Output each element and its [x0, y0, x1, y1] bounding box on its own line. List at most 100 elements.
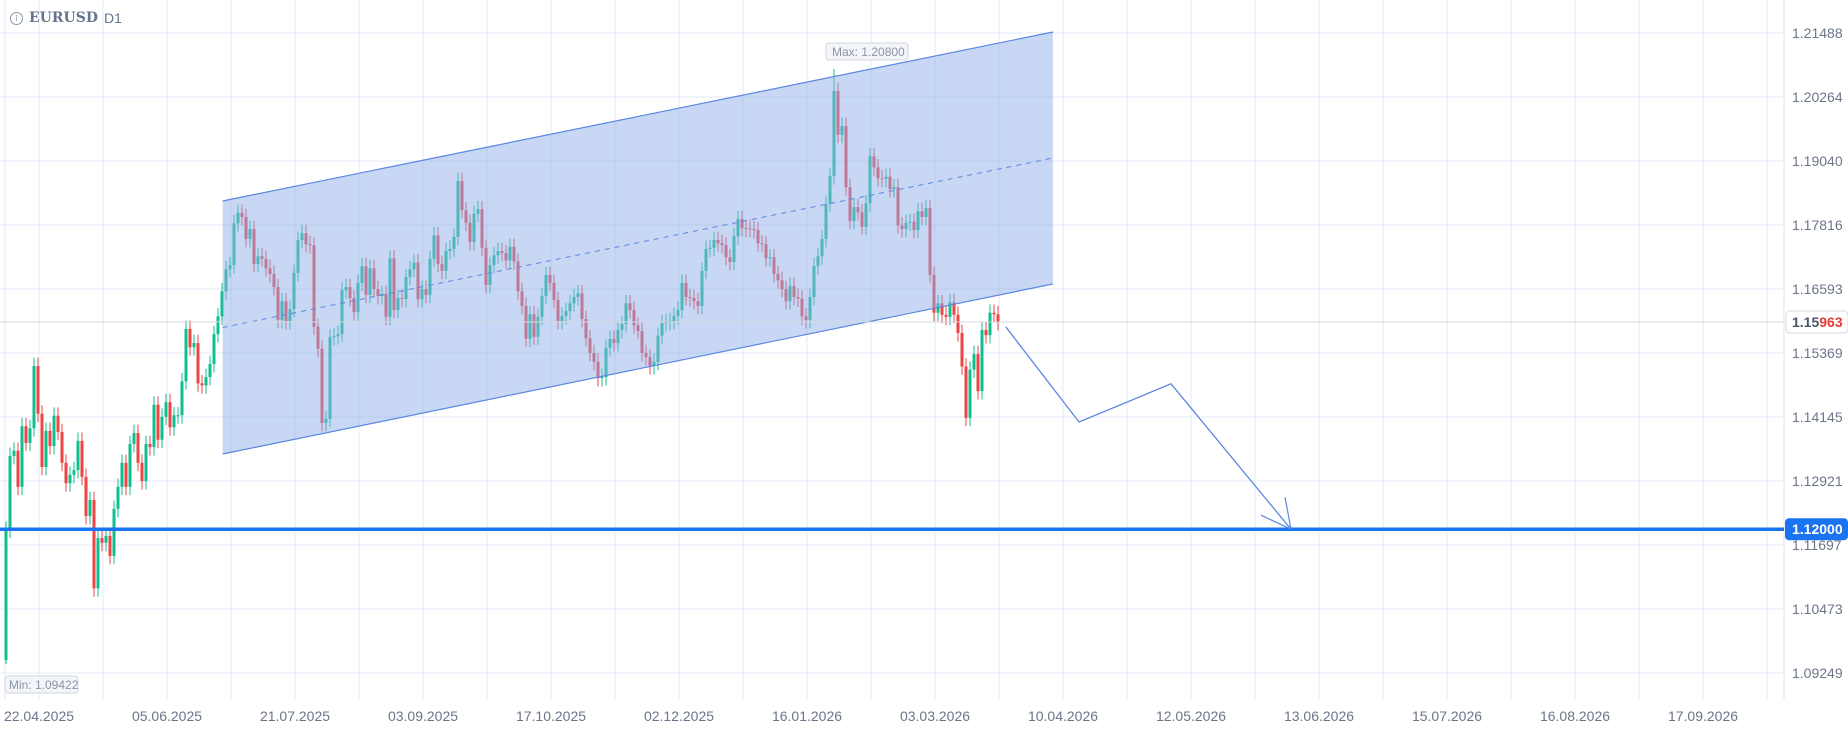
candle-down [944, 314, 948, 317]
date-tick-label: 22.04.2025 [4, 708, 74, 724]
candle-down [960, 333, 964, 367]
date-tick-label: 02.12.2025 [644, 708, 714, 724]
candle-down [168, 402, 172, 428]
date-tick-label: 17.09.2026 [1668, 708, 1738, 724]
candle-up [220, 291, 224, 317]
candle-up [52, 415, 56, 447]
max-label-box [825, 42, 909, 61]
candle-up [144, 443, 148, 482]
candle-up [72, 470, 76, 475]
candle-down [48, 430, 52, 447]
overlays: Max: 1.20800 Min: 1.09422 [0, 42, 1784, 694]
arrow-head-icon [1284, 497, 1292, 530]
price-tick-label: 1.12921 [1792, 473, 1843, 489]
price-tick-label: 1.10473 [1792, 601, 1843, 617]
date-tick-label: 16.01.2026 [772, 708, 842, 724]
price-tick-label: 1.20264 [1792, 89, 1843, 105]
candle-up [164, 402, 168, 417]
price-tick-label: 1.16593 [1792, 281, 1843, 297]
candle-up [968, 369, 972, 418]
candle-down [148, 443, 152, 448]
candle-up [160, 416, 164, 440]
candle-up [980, 329, 984, 392]
date-tick-label: 21.07.2025 [260, 708, 330, 724]
last-price-label: 1.15963 [1792, 314, 1843, 330]
candle-down [24, 426, 28, 443]
candle-down [996, 314, 1000, 323]
candle-down [136, 432, 140, 463]
symbol-name: EURUSD [29, 10, 98, 26]
candle-down [156, 404, 160, 440]
candle-down [108, 536, 112, 556]
chart-header: i EURUSD D1 [10, 10, 122, 26]
candle-up [32, 366, 36, 429]
candle-down [940, 303, 944, 315]
candle-up [172, 415, 176, 428]
candle-up [68, 474, 72, 484]
candle-down [976, 354, 980, 392]
date-tick-label: 13.06.2026 [1284, 708, 1354, 724]
candle-up [104, 536, 108, 543]
candle-down [16, 450, 20, 487]
candle-up [88, 499, 92, 517]
channel-upper-line [222, 31, 1054, 202]
candle-up [20, 426, 24, 487]
candle-up [988, 312, 992, 336]
candle-down [64, 462, 68, 484]
candle-up [76, 440, 80, 471]
candle-up [152, 404, 156, 448]
candle-down [56, 415, 60, 432]
candle-down [92, 499, 96, 589]
candle-down [188, 328, 192, 348]
channel-mid-line [222, 157, 1053, 328]
candle-up [120, 462, 124, 487]
channel-lower-line [222, 283, 1054, 455]
forecast-path [1005, 326, 1292, 530]
min-label: Min: 1.09422 [9, 678, 79, 692]
candle-up [184, 328, 188, 382]
candle-down [36, 366, 40, 414]
candle-up [28, 428, 32, 443]
candle-up [132, 432, 136, 444]
candle-down [984, 329, 988, 336]
candle-down [952, 302, 956, 315]
candle-up [192, 343, 196, 348]
candle-up [204, 377, 208, 386]
candle-down [140, 462, 144, 482]
candle-down [200, 383, 204, 386]
price-tick-label: 1.17816 [1792, 217, 1843, 233]
price-tick-label: 1.14145 [1792, 409, 1843, 425]
candle-down [964, 366, 968, 418]
min-label-box [4, 675, 79, 694]
candle-up [4, 529, 8, 660]
price-tick-label: 1.09249 [1792, 665, 1843, 681]
candle-up [176, 415, 180, 417]
price-tick-label: 1.21488 [1792, 25, 1843, 41]
candle-up [112, 508, 116, 556]
price-tick-label: 1.15369 [1792, 345, 1843, 361]
candle-down [992, 312, 996, 315]
regression-channel[interactable] [222, 31, 1054, 455]
date-tick-label: 12.05.2026 [1156, 708, 1226, 724]
candle-down [196, 343, 200, 384]
candle-up [44, 430, 48, 467]
candle-up [180, 381, 184, 416]
candle-up [972, 354, 976, 370]
timeframe[interactable]: D1 [103, 10, 122, 26]
axes: 1.21488 1.20264 1.19040 1.17816 1.16593 1.153… [4, 25, 1848, 724]
price-tick-label: 1.19040 [1792, 153, 1843, 169]
date-tick-label: 05.06.2025 [132, 708, 202, 724]
candle-up [208, 363, 212, 378]
candle-down [40, 413, 44, 467]
candle-up [600, 377, 604, 379]
candle-down [60, 431, 64, 463]
date-tick-label: 15.07.2026 [1412, 708, 1482, 724]
last-price-badge [1785, 310, 1848, 334]
candle-down [124, 462, 128, 487]
arrow-head-icon [1260, 514, 1292, 530]
candle-up [12, 450, 16, 457]
candle-down [100, 538, 104, 543]
info-circle-icon[interactable]: i [10, 11, 23, 25]
level-price-badge [1785, 518, 1848, 541]
